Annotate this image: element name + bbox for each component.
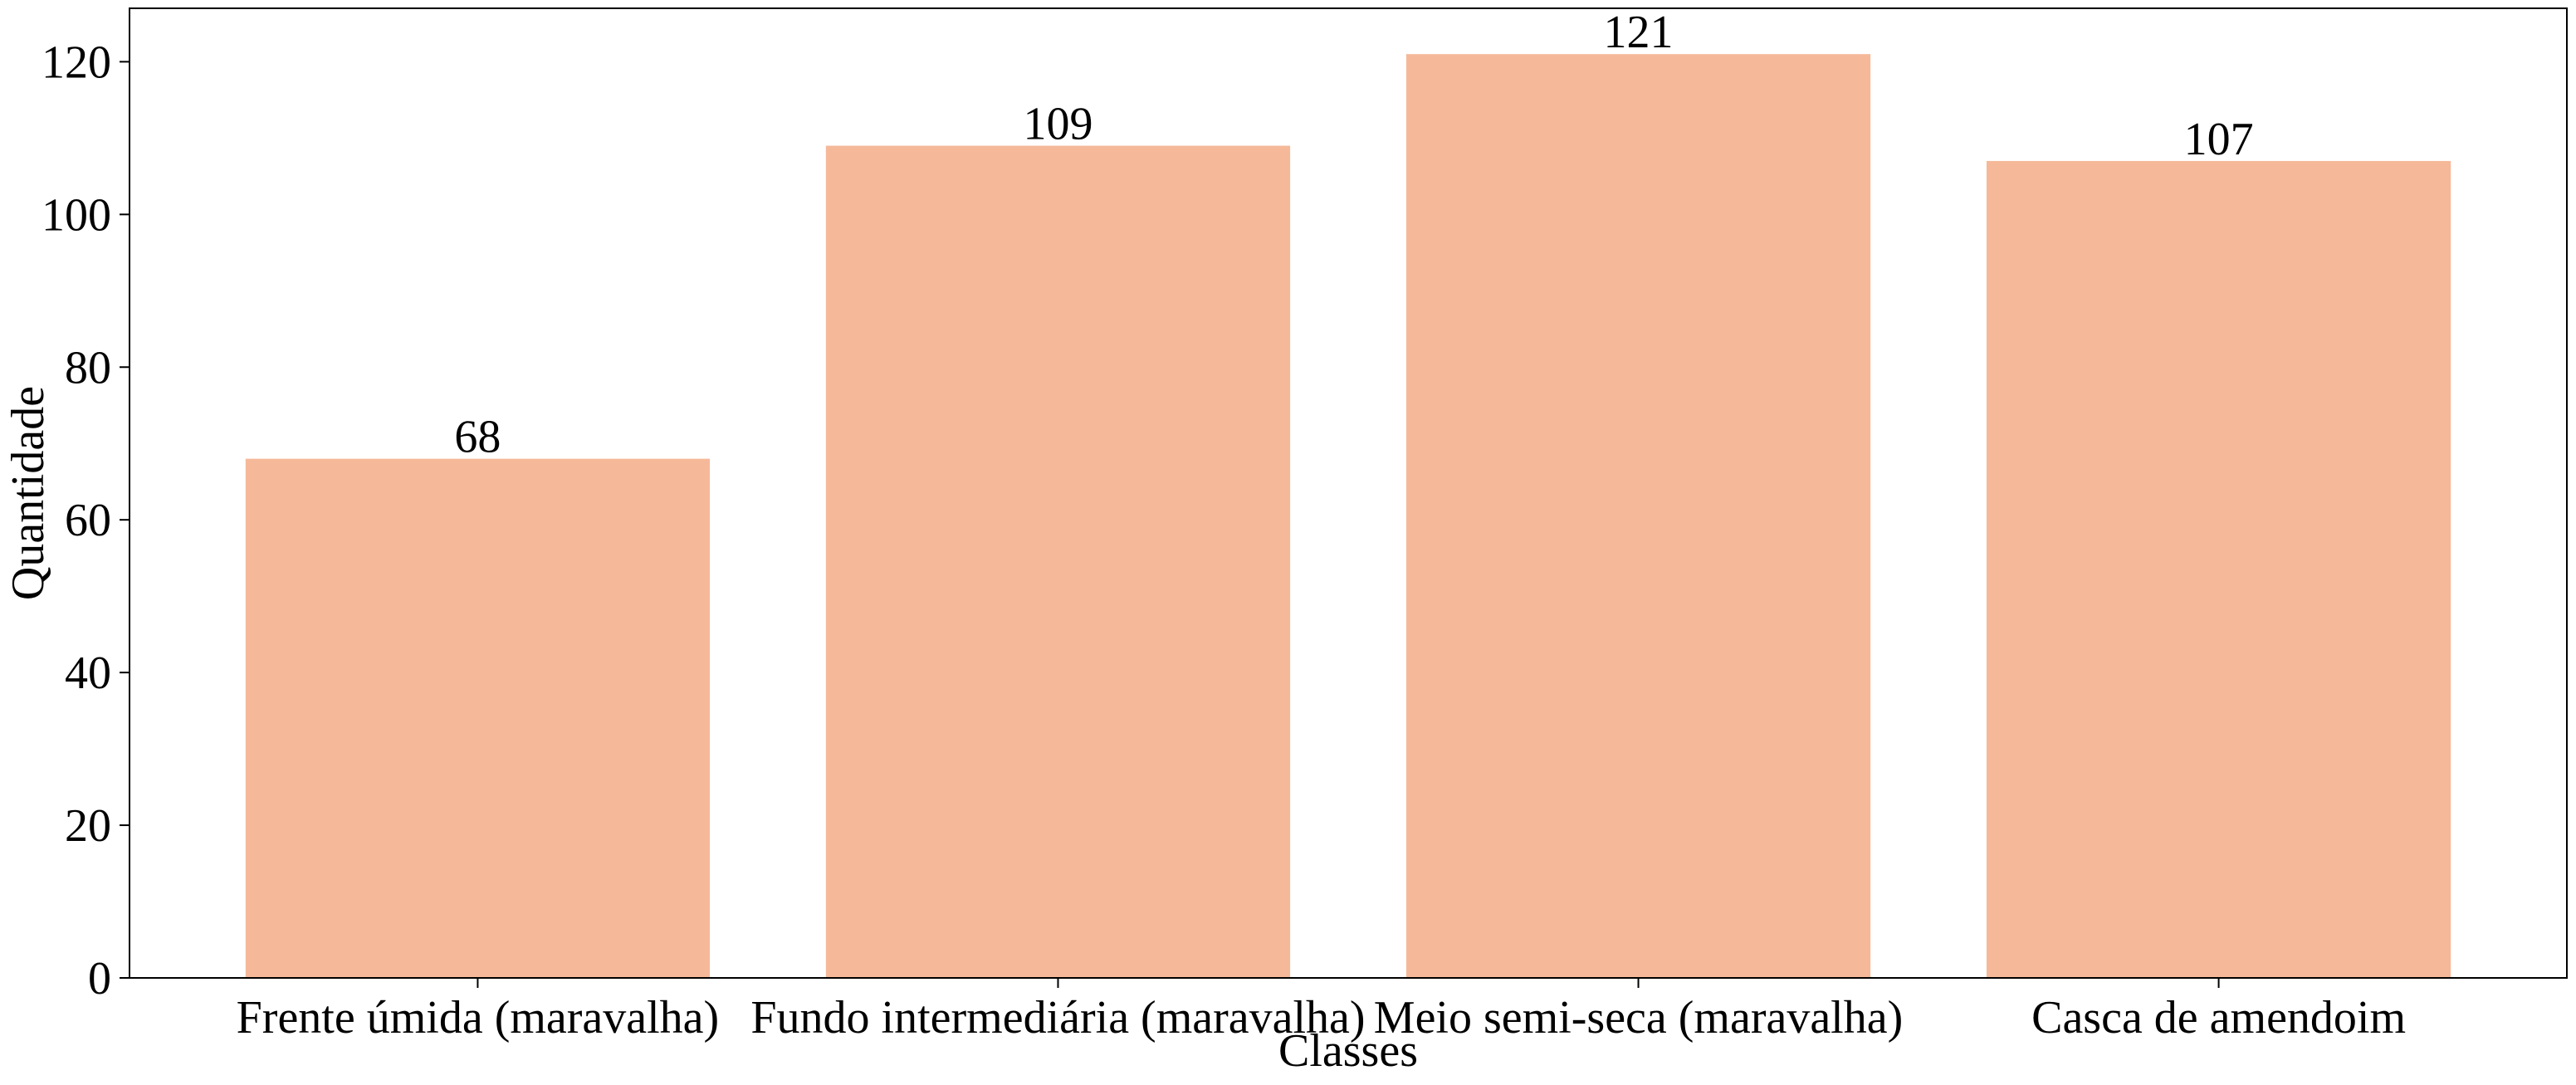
bar bbox=[1986, 160, 2451, 978]
bar bbox=[1405, 54, 1871, 978]
y-axis-ticks: 0 20 40 60 80 100 120 bbox=[42, 37, 130, 1004]
y-tick-label: 0 bbox=[88, 953, 111, 1004]
y-tick-label: 60 bbox=[65, 495, 111, 546]
bar-value-label: 121 bbox=[1604, 7, 1674, 58]
y-tick-label: 100 bbox=[42, 189, 111, 241]
bars-group bbox=[245, 54, 2451, 978]
bar-value-label: 107 bbox=[2184, 114, 2254, 165]
y-tick-label: 40 bbox=[65, 648, 111, 699]
x-tick-label: Casca de amendoim bbox=[2031, 992, 2406, 1043]
x-axis-title: Classes bbox=[1278, 1025, 1418, 1077]
x-axis-ticks: Frente úmida (maravalha) Fundo intermediá… bbox=[237, 978, 2406, 1043]
y-axis-title: Quantidade bbox=[2, 386, 54, 600]
bar bbox=[245, 458, 711, 978]
bar-value-label: 68 bbox=[454, 412, 501, 463]
x-tick-label: Frente úmida (maravalha) bbox=[237, 992, 720, 1043]
y-tick-label: 80 bbox=[65, 342, 111, 393]
bar bbox=[825, 145, 1291, 978]
y-tick-label: 20 bbox=[65, 800, 111, 852]
y-tick-label: 120 bbox=[42, 37, 111, 88]
data-labels-group: 68 109 121 107 bbox=[454, 7, 2253, 462]
bar-value-label: 109 bbox=[1023, 99, 1092, 150]
x-tick-label: Meio semi-seca (maravalha) bbox=[1374, 992, 1903, 1043]
x-tick-label: Fundo intermediária (maravalha) bbox=[750, 992, 1365, 1043]
plot-frame bbox=[129, 7, 2568, 979]
